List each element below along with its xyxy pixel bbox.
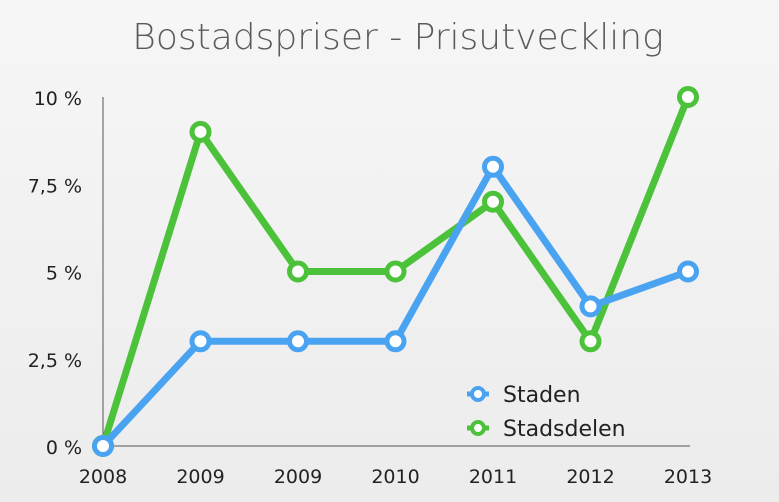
- data-point-staden: [677, 260, 699, 283]
- legend-label: Stadsdelen: [503, 417, 626, 442]
- x-tick-label: 2010: [371, 466, 419, 488]
- data-point-stadsdelen: [189, 120, 212, 143]
- legend-swatch-marker: [470, 386, 486, 402]
- data-point-staden: [384, 330, 407, 353]
- data-point-stadsdelen: [482, 190, 504, 213]
- data-point-stadsdelen: [579, 330, 602, 353]
- chart-title: Bostadspriser - Prisutveckling: [132, 17, 663, 58]
- x-tick-label: 2009: [176, 466, 224, 488]
- y-tick-label: 0 %: [46, 437, 82, 459]
- data-point-stadsdelen: [287, 260, 309, 283]
- series-points: [92, 86, 699, 457]
- data-point-stadsdelen: [677, 86, 699, 108]
- legend-label: Staden: [503, 383, 581, 408]
- y-tick-label: 10 %: [34, 88, 82, 110]
- legend-swatch-marker: [470, 420, 486, 436]
- x-tick-label: 2011: [469, 466, 517, 488]
- x-tick-label: 2012: [566, 466, 614, 488]
- data-point-staden: [189, 330, 212, 353]
- y-tick-label: 2,5 %: [28, 350, 82, 372]
- data-point-staden: [92, 435, 114, 457]
- data-point-staden: [287, 330, 309, 353]
- axes: 0 % 2,5 % 5 % 7,5 % 10 % 2008 2009 2009 2010 2011…: [28, 88, 712, 488]
- data-point-staden: [482, 155, 504, 178]
- data-point-staden: [579, 295, 602, 318]
- x-tick-label: 2008: [79, 466, 127, 488]
- y-tick-label: 5 %: [46, 263, 82, 285]
- x-tick-label: 2013: [664, 466, 712, 488]
- data-point-stadsdelen: [384, 260, 407, 283]
- y-tick-label: 7,5 %: [28, 175, 82, 197]
- x-tick-label: 2009: [274, 466, 322, 488]
- legend: Staden Stadsdelen: [467, 383, 626, 442]
